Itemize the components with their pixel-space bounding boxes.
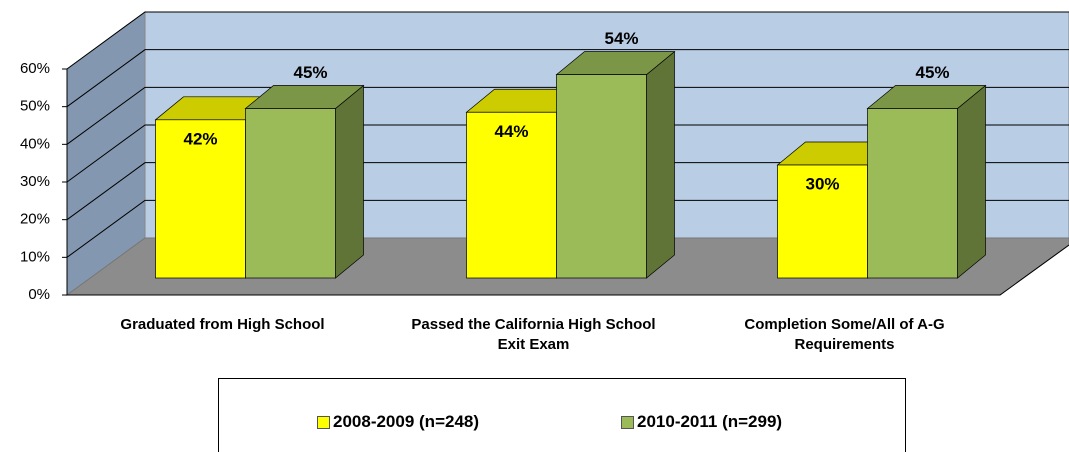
x-tick-label: Completion Some/All of A-G Requirements	[744, 316, 945, 353]
bar-side	[646, 50, 675, 279]
bar	[867, 108, 958, 279]
data-label: 45%	[293, 63, 327, 82]
y-tick-label: 60%	[20, 60, 50, 77]
bar	[466, 111, 557, 279]
legend-label: 2008-2009 (n=248)	[333, 412, 480, 431]
y-tick-label: 10%	[20, 248, 50, 265]
bar	[245, 108, 336, 279]
grid-line	[66, 49, 1069, 108]
grid-line	[66, 11, 1069, 70]
grid-line	[66, 199, 1069, 258]
y-tick-label: 0%	[28, 286, 50, 303]
legend-item: 2008-2009 (n=248)	[317, 412, 479, 432]
y-tick-label: 50%	[20, 98, 50, 115]
data-label: 45%	[915, 63, 949, 82]
legend-item: 2010-2011 (n=299)	[621, 412, 782, 432]
legend: 2008-2009 (n=248) 2010-2011 (n=299)	[218, 378, 906, 452]
bar	[556, 74, 647, 279]
data-label: 44%	[494, 122, 528, 141]
bar	[777, 164, 868, 279]
data-label: 54%	[604, 29, 638, 48]
legend-swatch	[317, 415, 330, 429]
data-label: 30%	[805, 174, 839, 193]
grid-line	[66, 86, 1069, 145]
grid-line	[66, 124, 1069, 183]
y-tick-label: 40%	[20, 135, 50, 152]
y-tick-label: 30%	[20, 173, 50, 190]
bar-side	[957, 84, 986, 279]
legend-label: 2010-2011 (n=299)	[637, 412, 783, 431]
bar	[155, 119, 246, 279]
y-tick-label: 20%	[20, 211, 50, 228]
grid-line	[66, 162, 1069, 221]
bar-side	[335, 84, 364, 279]
legend-swatch	[621, 415, 634, 429]
x-tick-label: Graduated from High School	[120, 316, 325, 333]
data-label: 42%	[183, 129, 217, 148]
x-axis	[67, 244, 1069, 296]
x-tick-label: Passed the California High School Exit E…	[411, 316, 656, 353]
